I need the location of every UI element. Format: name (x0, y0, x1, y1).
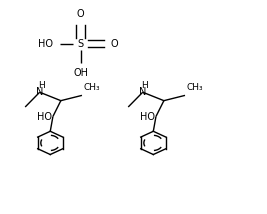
Text: S: S (78, 39, 84, 49)
Text: O: O (77, 9, 84, 19)
Text: N: N (139, 87, 146, 97)
Text: HO: HO (37, 111, 52, 122)
Text: H: H (141, 81, 147, 90)
Text: N: N (36, 87, 44, 97)
Text: O: O (110, 39, 118, 49)
Text: H: H (38, 81, 44, 90)
Text: CH₃: CH₃ (186, 83, 203, 92)
Text: OH: OH (73, 68, 88, 78)
Text: HO: HO (140, 111, 155, 122)
Text: CH₃: CH₃ (83, 83, 100, 92)
Text: HO: HO (38, 39, 53, 49)
